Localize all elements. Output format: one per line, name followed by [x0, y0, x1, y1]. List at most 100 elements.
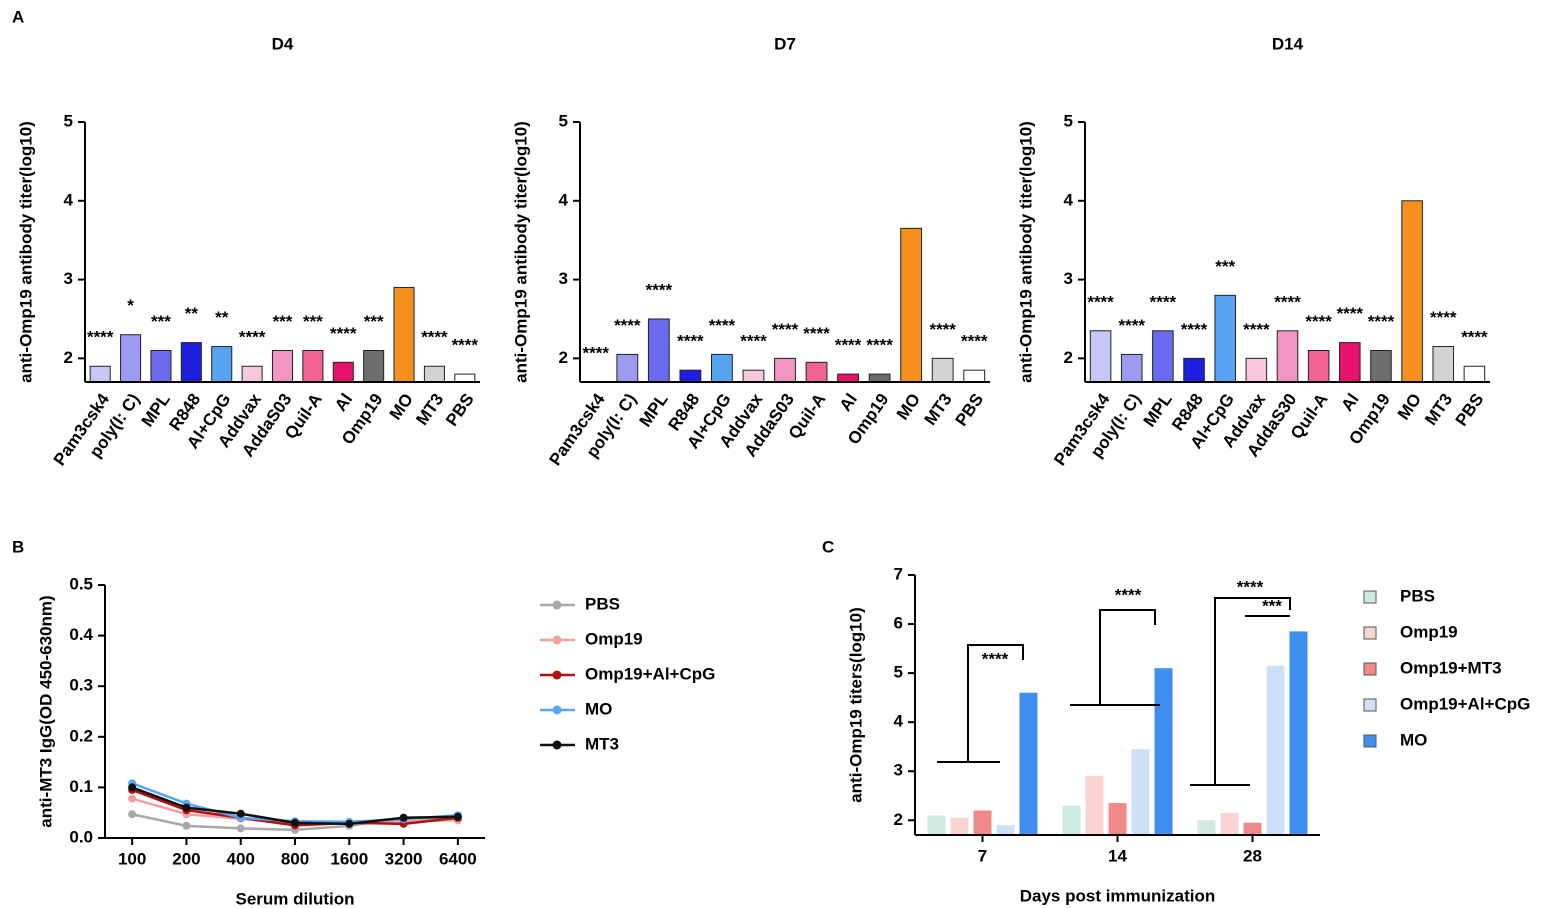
significance: ****: [1461, 328, 1488, 347]
legend-marker: [552, 670, 562, 680]
point: [453, 812, 462, 821]
bar: [1197, 820, 1216, 835]
significance: ****: [330, 324, 357, 343]
y-tick-label: 0.0: [69, 827, 93, 846]
panel-label: C: [822, 537, 834, 556]
legend-marker: [552, 635, 562, 645]
bar: [927, 815, 946, 835]
bar: [1370, 349, 1392, 383]
chart-title: D7: [774, 34, 796, 53]
legend-label: MO: [1400, 730, 1427, 749]
bar: [1245, 357, 1268, 383]
x-tick-label: 28: [1243, 846, 1262, 865]
bar: [332, 361, 354, 383]
bracket: [1214, 597, 1291, 785]
x-axis-label: Days post immunization: [1020, 886, 1216, 905]
bar: [120, 334, 142, 383]
y-tick-label: 7: [894, 564, 903, 583]
bar: [1152, 330, 1174, 383]
point: [236, 809, 245, 818]
bar: [1154, 668, 1173, 835]
bar: [1432, 346, 1455, 383]
x-tick-label: MT3: [412, 390, 447, 429]
bar: [1183, 357, 1205, 383]
bar: [1214, 294, 1236, 383]
x-tick-label: PBS: [1452, 390, 1488, 430]
significance: **: [215, 308, 229, 327]
bar: [996, 825, 1015, 835]
x-tick-label: 14: [1108, 846, 1127, 865]
significance: ****: [1087, 292, 1114, 311]
bar: [616, 353, 639, 383]
point: [128, 783, 137, 792]
legend-label: Omp19+MT3: [1400, 658, 1502, 677]
point: [345, 819, 354, 828]
significance: ****: [982, 649, 1009, 668]
x-tick-label: 400: [227, 849, 255, 868]
significance: ****: [961, 332, 988, 351]
bar: [1266, 665, 1285, 835]
bar: [1307, 349, 1330, 383]
significance: ****: [87, 328, 114, 347]
x-tick-label: 1600: [330, 849, 368, 868]
significance: ****: [583, 343, 610, 362]
y-tick-label: 3: [64, 269, 73, 288]
significance: ****: [709, 316, 736, 335]
significance: ****: [1237, 577, 1264, 596]
point: [128, 794, 137, 803]
x-tick-label: 200: [172, 849, 200, 868]
legend-marker: [1363, 590, 1377, 604]
bar: [180, 342, 202, 383]
significance: ****: [1274, 292, 1301, 311]
significance: ****: [1243, 320, 1270, 339]
x-tick-label: 800: [281, 849, 309, 868]
x-tick-label: MT3: [921, 390, 956, 429]
bar: [211, 346, 233, 383]
significance: ***: [1262, 596, 1282, 615]
point: [399, 813, 408, 822]
y-axis-label: anti-Omp19 antibody titer(log10): [1016, 121, 1035, 383]
significance: ****: [1150, 292, 1177, 311]
significance: ****: [677, 332, 704, 351]
bar: [774, 357, 796, 383]
y-tick-label: 6: [894, 614, 903, 633]
x-tick-label: MT3: [1421, 390, 1456, 429]
legend-label: PBS: [585, 594, 620, 613]
y-tick-label: 5: [559, 111, 568, 130]
significance: ***: [364, 312, 384, 331]
y-tick-label: 3: [894, 761, 903, 780]
significance: ****: [614, 316, 641, 335]
y-tick-label: 0.2: [69, 726, 93, 745]
x-tick-label: PBS: [442, 390, 478, 430]
significance: ****: [452, 336, 479, 355]
bar: [423, 365, 445, 383]
bar: [963, 369, 986, 383]
bar: [973, 810, 992, 835]
legend-label: Omp19: [1400, 622, 1458, 641]
y-axis-label: anti-Omp19 antibody titer(log10): [16, 121, 35, 383]
panel-label: B: [12, 537, 24, 556]
bar: [1062, 805, 1081, 835]
significance: ****: [772, 320, 799, 339]
bar: [868, 373, 891, 383]
y-tick-label: 4: [64, 190, 74, 209]
bar: [393, 286, 415, 383]
panel-label: A: [12, 7, 24, 26]
bar: [647, 318, 670, 383]
y-tick-label: 2: [559, 348, 568, 367]
bar: [679, 369, 702, 383]
y-tick-label: 2: [64, 348, 73, 367]
point: [128, 810, 137, 819]
point: [182, 821, 191, 830]
x-tick-label: MO: [893, 390, 924, 423]
bar: [1019, 692, 1038, 835]
significance: ***: [1215, 257, 1235, 276]
y-tick-label: 0.1: [69, 777, 93, 796]
x-tick-label: Al: [1337, 390, 1362, 415]
bar: [1131, 749, 1150, 835]
legend-marker: [552, 740, 562, 750]
x-tick-label: 100: [118, 849, 146, 868]
legend-marker: [552, 600, 562, 610]
significance: ****: [1430, 308, 1457, 327]
